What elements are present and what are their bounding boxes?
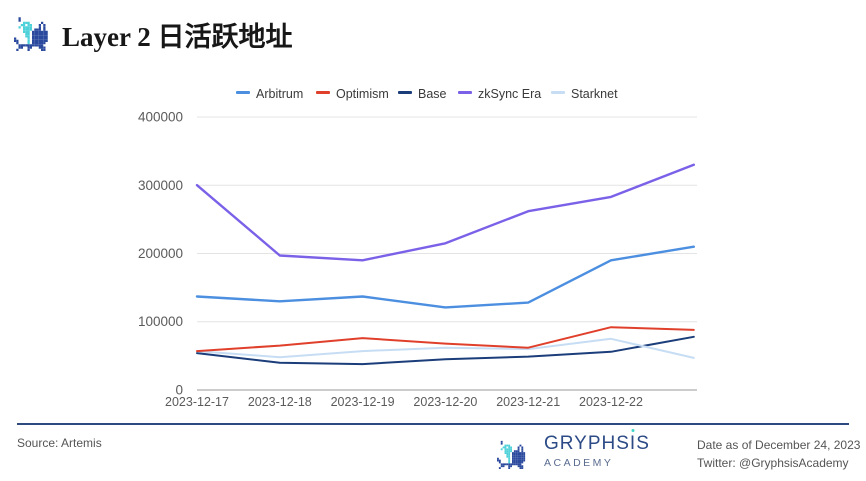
svg-text:200000: 200000	[138, 246, 183, 261]
svg-text:2023-12-22: 2023-12-22	[579, 395, 643, 409]
svg-text:2023-12-19: 2023-12-19	[331, 395, 395, 409]
svg-text:2023-12-18: 2023-12-18	[248, 395, 312, 409]
svg-text:2023-12-17: 2023-12-17	[165, 395, 229, 409]
svg-text:2023-12-21: 2023-12-21	[496, 395, 560, 409]
svg-text:100000: 100000	[138, 314, 183, 329]
svg-text:300000: 300000	[138, 178, 183, 193]
svg-text:2023-12-20: 2023-12-20	[413, 395, 477, 409]
svg-text:400000: 400000	[138, 110, 183, 125]
